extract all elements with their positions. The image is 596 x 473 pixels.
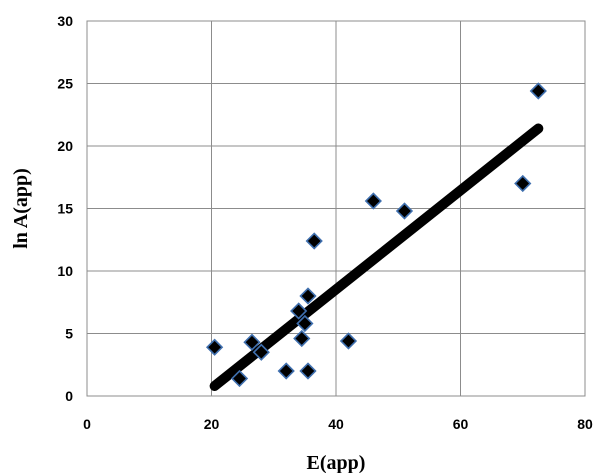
data-point <box>364 192 382 210</box>
data-point <box>277 362 295 380</box>
data-point <box>299 287 317 305</box>
x-tick-label: 80 <box>577 416 593 432</box>
data-point <box>339 332 358 350</box>
x-tick-label: 20 <box>204 416 220 432</box>
x-tick-label: 0 <box>83 416 91 432</box>
trendline <box>209 123 544 391</box>
y-tick-label: 0 <box>65 388 73 404</box>
data-point <box>243 333 261 351</box>
y-axis-ticks: 0 5 10 15 20 25 30 <box>57 13 73 404</box>
data-point <box>290 302 308 320</box>
data-point <box>529 82 547 100</box>
trendline-group <box>209 123 544 391</box>
data-point <box>230 369 249 388</box>
data-point <box>296 314 314 333</box>
y-tick-label: 5 <box>65 326 73 342</box>
y-tick-label: 10 <box>57 263 73 279</box>
grid-lines <box>86 20 586 397</box>
x-tick-label: 60 <box>453 416 469 432</box>
plot-area-frame <box>86 20 586 397</box>
x-axis-ticks: 0 20 40 60 80 <box>83 416 593 432</box>
data-point <box>293 329 311 348</box>
data-point <box>395 202 414 220</box>
y-tick-label: 15 <box>57 201 73 217</box>
y-tick-label: 20 <box>57 138 73 154</box>
x-axis-title: E(app) <box>307 452 366 473</box>
x-tick-label: 40 <box>328 416 344 432</box>
y-tick-label: 25 <box>57 76 73 92</box>
data-point <box>252 343 270 361</box>
y-axis-title: ln A(app) <box>10 168 32 249</box>
data-point <box>514 174 532 193</box>
data-points <box>205 82 547 388</box>
data-point <box>205 338 224 356</box>
y-tick-label: 30 <box>57 13 73 29</box>
data-point <box>305 232 323 250</box>
data-point <box>299 362 317 380</box>
